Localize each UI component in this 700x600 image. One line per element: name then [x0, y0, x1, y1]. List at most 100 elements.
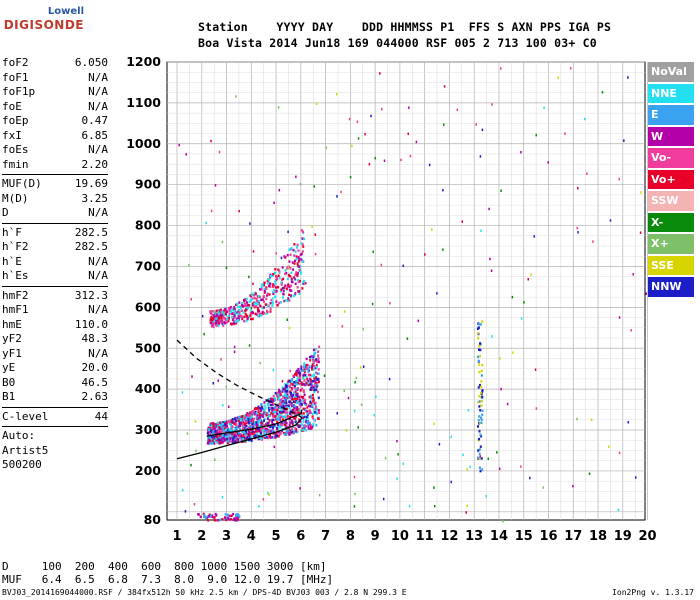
noise-point — [267, 491, 269, 495]
echo-point — [220, 316, 223, 320]
echo-point — [241, 317, 244, 321]
echo-point — [276, 420, 279, 424]
echo-point — [273, 408, 276, 411]
echo-point — [217, 426, 220, 430]
param-row: D N/A — [2, 206, 108, 221]
echo-point — [253, 413, 256, 416]
echo-point — [293, 405, 296, 408]
echo-point — [315, 358, 318, 361]
echo-point — [250, 431, 253, 435]
echo-point — [213, 442, 216, 445]
echo-point — [313, 375, 316, 378]
echo-point — [317, 357, 320, 360]
echo-point — [313, 411, 316, 414]
echo-point — [314, 348, 317, 351]
echo-point — [224, 307, 227, 311]
x-tick-label: 13 — [465, 529, 483, 544]
noise-point — [576, 226, 578, 230]
echo-point — [221, 310, 224, 314]
echo-point — [288, 423, 291, 427]
echo-point — [279, 400, 282, 403]
echo-point — [262, 284, 265, 287]
echo-point — [243, 416, 246, 420]
echo-point — [228, 428, 231, 431]
echo-point — [238, 436, 241, 439]
echo-point — [287, 428, 290, 432]
echo-point — [302, 382, 305, 386]
echo-point — [235, 422, 238, 426]
echo-point — [279, 413, 282, 416]
echo-point — [305, 376, 308, 379]
noise-point — [186, 432, 189, 435]
noise-point — [302, 376, 304, 379]
echo-point — [224, 433, 227, 437]
echo-point — [276, 277, 279, 281]
echo-point — [232, 312, 235, 315]
echo-point — [303, 398, 306, 402]
echo-point — [476, 332, 479, 335]
echo-point — [213, 427, 216, 430]
echo-point — [282, 408, 285, 411]
echo-point — [479, 409, 482, 412]
echo-point — [480, 369, 483, 373]
noise-point — [235, 95, 237, 98]
echo-point — [226, 433, 229, 436]
param-row: B1 2.63 — [2, 390, 108, 405]
echo-point — [306, 363, 309, 367]
echo-point — [255, 313, 258, 316]
echo-point — [302, 416, 305, 419]
echo-point — [233, 308, 236, 311]
echo-point — [282, 402, 285, 405]
echo-point — [257, 308, 260, 311]
echo-point — [281, 278, 284, 282]
plot-frame — [166, 61, 646, 521]
echo-point — [276, 303, 279, 307]
echo-point — [297, 411, 300, 414]
echo-point — [316, 381, 319, 385]
echo-point — [284, 394, 287, 398]
echo-point — [315, 378, 318, 381]
x-tick-label: 12 — [440, 529, 458, 544]
echo-point — [296, 423, 299, 427]
echo-point — [272, 283, 275, 286]
echo-point — [234, 428, 237, 431]
param-row: 500200 — [2, 458, 108, 473]
footer-distance-line: D 100 200 400 600 800 1000 1500 3000 [km… — [2, 560, 327, 573]
echo-point — [278, 433, 281, 436]
echo-point — [283, 286, 286, 290]
echo-point — [294, 396, 297, 399]
echo-point — [278, 410, 281, 413]
echo-point — [228, 514, 231, 518]
noise-point — [353, 475, 356, 479]
noise-point — [294, 277, 296, 281]
noise-point — [402, 264, 404, 268]
echo-point — [298, 292, 301, 295]
echo-point — [217, 314, 220, 317]
echo-point — [238, 422, 241, 425]
echo-point — [301, 237, 304, 240]
echo-point — [247, 426, 250, 429]
echo-point — [300, 429, 303, 433]
echo-point — [286, 412, 289, 416]
echo-point — [293, 276, 296, 279]
echo-point — [262, 294, 265, 298]
echo-point — [478, 430, 481, 433]
echo-point — [244, 421, 247, 425]
echo-point — [263, 289, 266, 293]
echo-point — [273, 284, 276, 288]
x-tick-label: 8 — [346, 529, 355, 544]
echo-point — [226, 438, 229, 441]
echo-point — [215, 318, 218, 322]
echo-point — [242, 437, 245, 441]
noise-point — [396, 439, 398, 443]
echo-point — [308, 365, 311, 368]
echo-point — [289, 267, 292, 270]
noise-point — [286, 318, 288, 321]
echo-point — [253, 423, 256, 426]
x-tick-label: 6 — [296, 529, 305, 544]
echo-point — [308, 395, 311, 399]
echo-point — [280, 281, 283, 284]
echo-point — [231, 312, 234, 315]
echo-point — [311, 393, 314, 397]
noise-point — [221, 495, 224, 499]
